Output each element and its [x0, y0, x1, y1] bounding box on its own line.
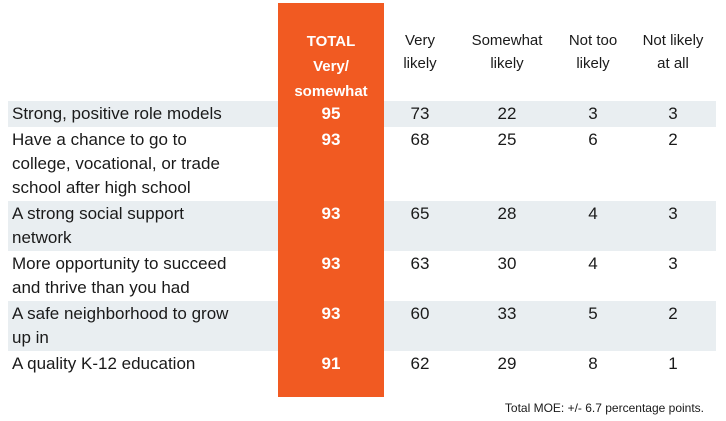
cell-somewhat: 22	[497, 104, 517, 123]
header-notatall: Not likely at all	[623, 29, 723, 75]
cell-notatall: 1	[668, 354, 678, 373]
row-label: Strong, positive role models	[12, 102, 274, 126]
cell-somewhat: 30	[497, 254, 517, 273]
header-line: at all	[657, 55, 689, 72]
cell-somewhat: 28	[497, 204, 517, 223]
footnote: Total MOE: +/- 6.7 percentage points.	[504, 401, 704, 415]
cell-somewhat: 29	[497, 354, 517, 373]
cell-very: 62	[410, 354, 430, 373]
row-label: A quality K-12 education	[12, 352, 274, 376]
cell-very: 60	[410, 304, 430, 323]
total-value: 95	[321, 104, 341, 123]
header-total-line: Very/	[313, 58, 349, 75]
header-total-line: TOTAL	[306, 33, 356, 50]
cell-very: 63	[410, 254, 430, 273]
row-label-line: A quality K-12 education	[12, 354, 196, 373]
header-line: likely	[576, 55, 610, 72]
header-line: Not likely	[642, 32, 704, 49]
row-label-line: and thrive than you had	[12, 278, 190, 297]
row-label-line: Have a chance to go to	[12, 130, 187, 149]
cell-notatall: 3	[668, 204, 678, 223]
row-label-line: network	[12, 228, 72, 247]
cell-notatall: 2	[668, 304, 678, 323]
row-label: More opportunity to succeed and thrive th…	[12, 252, 274, 300]
cell-very: 68	[410, 130, 430, 149]
total-value: 91	[321, 354, 341, 373]
header-somewhat: Somewhat likely	[457, 29, 557, 75]
row-label-line: Strong, positive role models	[12, 104, 222, 123]
total-column	[278, 3, 384, 397]
row-label: Have a chance to go to college, vocationa…	[12, 128, 274, 200]
header-line: Somewhat	[471, 32, 543, 49]
cell-very: 65	[410, 204, 430, 223]
header-line: likely	[490, 55, 524, 72]
row-label-line: college, vocational, or trade	[12, 154, 220, 173]
cell-notatall: 3	[668, 254, 678, 273]
row-label: A safe neighborhood to grow up in	[12, 302, 274, 350]
row-label-line: A safe neighborhood to grow	[12, 304, 229, 323]
cell-nottoo: 4	[588, 254, 598, 273]
cell-notatall: 2	[668, 130, 678, 149]
header-line: Not too	[568, 32, 618, 49]
row-label-line: More opportunity to succeed	[12, 254, 227, 273]
cell-very: 73	[410, 104, 430, 123]
header-total-line: somewhat	[294, 83, 368, 100]
total-value: 93	[321, 304, 341, 323]
cell-nottoo: 3	[588, 104, 598, 123]
header-line: likely	[403, 55, 437, 72]
cell-nottoo: 6	[588, 130, 598, 149]
cell-somewhat: 33	[497, 304, 517, 323]
row-label-line: school after high school	[12, 178, 191, 197]
row-label-line: A strong social support	[12, 204, 184, 223]
cell-somewhat: 25	[497, 130, 517, 149]
header-very: Very likely	[370, 29, 470, 75]
cell-nottoo: 4	[588, 204, 598, 223]
header-nottoo: Not too likely	[543, 29, 643, 75]
row-label: A strong social support network	[12, 202, 274, 250]
cell-nottoo: 8	[588, 354, 598, 373]
total-value: 93	[321, 254, 341, 273]
cell-nottoo: 5	[588, 304, 598, 323]
header-line: Very	[404, 32, 435, 49]
total-value: 93	[321, 130, 341, 149]
total-value: 93	[321, 204, 341, 223]
row-label-line: up in	[12, 328, 49, 347]
cell-notatall: 3	[668, 104, 678, 123]
